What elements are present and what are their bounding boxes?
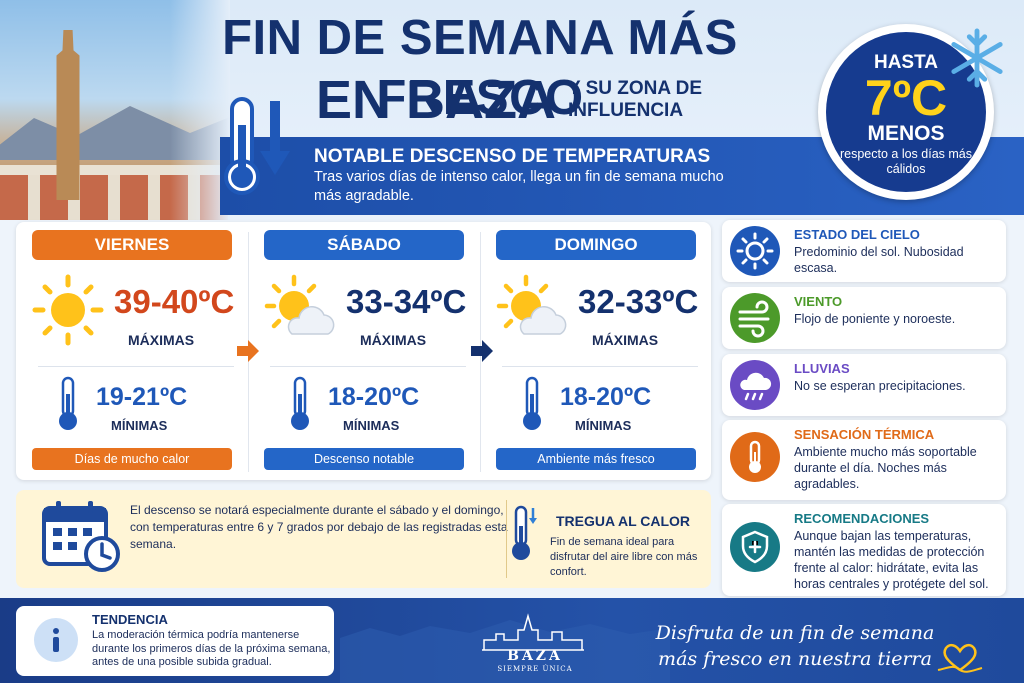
page-title: FIN DE SEMANA MÁS FRESCO bbox=[222, 11, 738, 125]
heart-icon bbox=[937, 643, 983, 673]
card-text: Ambiente mucho más soportable durante el… bbox=[794, 445, 977, 491]
sun-cloud-icon bbox=[264, 274, 335, 335]
day-summary: Descenso notable bbox=[264, 448, 464, 470]
min-label: MÍNIMAS bbox=[575, 418, 632, 433]
min-temperature: 18-20ºC bbox=[560, 383, 652, 411]
card-title: LLUVIAS bbox=[794, 361, 850, 376]
thermometer-icon bbox=[730, 432, 780, 482]
logo-name: BAZA bbox=[507, 648, 563, 664]
divider bbox=[270, 366, 466, 367]
divider bbox=[38, 366, 234, 367]
card-lluvias: LLUVIAS No se esperan precipitaciones. bbox=[722, 354, 1006, 416]
divider bbox=[506, 500, 507, 578]
divider bbox=[502, 366, 698, 367]
day-summary: Días de mucho calor bbox=[32, 448, 232, 470]
arrow-right-icon bbox=[237, 340, 259, 362]
max-label: MÁXIMAS bbox=[360, 332, 427, 348]
arrow-right-icon bbox=[471, 340, 493, 362]
sun-cloud-icon bbox=[496, 274, 567, 335]
card-title: ESTADO DEL CIELO bbox=[794, 227, 920, 242]
logo-tagline: SIEMPRE ÚNICA bbox=[497, 665, 573, 673]
info-strip bbox=[16, 490, 711, 588]
calendar-clock-icon bbox=[42, 501, 120, 572]
info-text: El descenso se notará especialmente dura… bbox=[130, 503, 508, 551]
page-title-suffix: Y SU ZONA DE INFLUENCIA bbox=[568, 78, 703, 121]
day-card-viernes: VIERNES 39-40ºC MÁXIMAS 19-21ºC MÍNIMAS … bbox=[16, 222, 248, 480]
max-temperature: 33-34ºC bbox=[346, 283, 467, 320]
band-text: Tras varios días de intenso calor, llega… bbox=[314, 169, 724, 204]
sun-icon bbox=[730, 226, 780, 276]
card-text: Aunque bajan las temperaturas, mantén la… bbox=[794, 529, 989, 591]
card-viento: VIENTO Flojo de poniente y noroeste. bbox=[722, 287, 1006, 349]
tregua-text: Fin de semana ideal para disfrutar del a… bbox=[550, 536, 698, 578]
baza-town-image bbox=[0, 0, 230, 220]
thermometer-icon bbox=[523, 376, 541, 430]
day-name: DOMINGO bbox=[496, 230, 696, 260]
wind-icon bbox=[730, 293, 780, 343]
min-temperature: 19-21ºC bbox=[96, 383, 188, 411]
shield-icon bbox=[730, 522, 780, 572]
rain-cloud-icon bbox=[730, 360, 780, 410]
max-label: MÁXIMAS bbox=[128, 332, 195, 348]
min-label: MÍNIMAS bbox=[343, 418, 400, 433]
info-icon bbox=[34, 618, 78, 662]
card-text: Flojo de poniente y noroeste. bbox=[794, 312, 956, 326]
badge-note: respecto a los días más cálidos bbox=[839, 147, 972, 176]
baza-logo bbox=[482, 613, 584, 651]
town-skyline bbox=[340, 620, 670, 683]
badge-up-to: HASTA bbox=[873, 52, 939, 73]
day-name: VIERNES bbox=[32, 230, 232, 260]
trend-text: La moderación térmica podría mantenerse … bbox=[92, 629, 331, 668]
min-label: MÍNIMAS bbox=[111, 418, 168, 433]
tregua-title: TREGUA AL CALOR bbox=[556, 513, 691, 529]
day-name: SÁBADO bbox=[264, 230, 464, 260]
page-title-place: EN BAZA bbox=[316, 70, 556, 130]
daily-forecast-panel: VIERNES 39-40ºC MÁXIMAS 19-21ºC MÍNIMAS … bbox=[16, 222, 711, 480]
trend-title: TENDENCIA bbox=[92, 612, 168, 627]
sun-icon bbox=[32, 274, 104, 346]
badge-inner: HASTA 7ºC MENOS respecto a los días más … bbox=[826, 32, 986, 192]
day-summary: Ambiente más fresco bbox=[496, 448, 696, 470]
badge-temperature: 7ºC bbox=[864, 70, 948, 126]
card-title: VIENTO bbox=[794, 294, 843, 309]
slogan: Disfruta de un fin de semana más fresco … bbox=[655, 622, 935, 670]
max-temperature: 39-40ºC bbox=[114, 283, 235, 320]
snowflake-icon bbox=[951, 28, 1003, 88]
band-title: NOTABLE DESCENSO DE TEMPERATURAS bbox=[314, 146, 711, 167]
card-text: Predominio del sol. Nubosidad escasa. bbox=[794, 245, 964, 275]
day-card-sabado: SÁBADO 33-34ºC MÁXIMAS 18-20ºC MÍNIMAS D… bbox=[248, 222, 480, 480]
card-text: No se esperan precipitaciones. bbox=[794, 379, 966, 393]
max-label: MÁXIMAS bbox=[592, 332, 659, 348]
day-card-domingo: DOMINGO 32-33ºC MÁXIMAS 18-20ºC MÍNIMAS … bbox=[480, 222, 712, 480]
card-title: SENSACIÓN TÉRMICA bbox=[794, 427, 935, 442]
min-temperature: 18-20ºC bbox=[328, 383, 420, 411]
card-sensacion-termica: SENSACIÓN TÉRMICA Ambiente mucho más sop… bbox=[722, 420, 1006, 500]
card-title: RECOMENDACIONES bbox=[794, 511, 930, 526]
thermometer-icon bbox=[291, 376, 309, 430]
thermometer-icon bbox=[59, 376, 77, 430]
card-estado-cielo: ESTADO DEL CIELO Predominio del sol. Nub… bbox=[722, 220, 1006, 282]
card-recomendaciones: RECOMENDACIONES Aunque bajan las tempera… bbox=[722, 504, 1006, 596]
badge-less: MENOS bbox=[867, 122, 945, 145]
thermometer-down-icon bbox=[512, 505, 537, 560]
thermometer-down-icon bbox=[224, 97, 290, 195]
max-temperature: 32-33ºC bbox=[578, 283, 699, 320]
